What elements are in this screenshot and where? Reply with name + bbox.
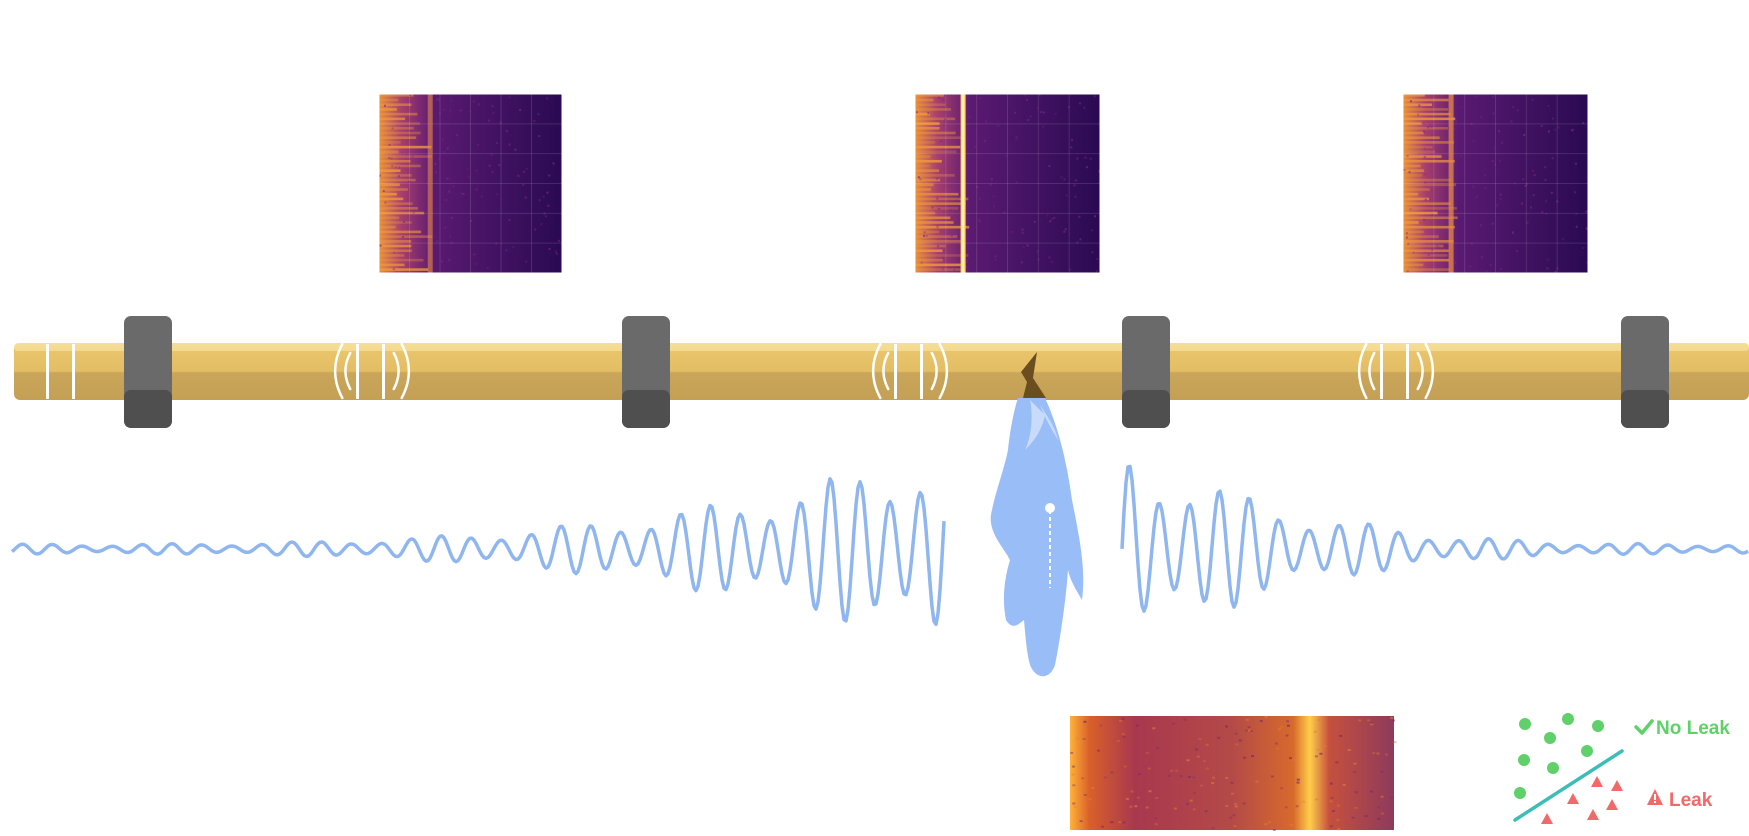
- crack-icon: [1021, 352, 1046, 398]
- leak-spectrogram: [1070, 716, 1397, 831]
- leak-jet: [990, 398, 1084, 677]
- acoustic-waveform-left: [10, 477, 946, 627]
- decision-boundary: [1513, 749, 1624, 822]
- acoustic-sensors: [333, 342, 1435, 400]
- spectrogram-sensor-2: [914, 93, 1101, 274]
- leak-label: Leak: [1669, 790, 1713, 811]
- acoustic-waveform-right: [1120, 464, 1749, 613]
- spectrogram-sensor-3: [1402, 93, 1589, 274]
- no-leak-points: [1514, 713, 1604, 799]
- warning-icon: [1647, 789, 1663, 805]
- pipe-clamps: [124, 316, 1669, 428]
- check-icon: [1634, 719, 1654, 735]
- no-leak-label: No Leak: [1656, 718, 1730, 739]
- pipe: [14, 343, 1749, 400]
- leak-points: [1541, 776, 1623, 824]
- classifier-legend: No Leak Leak: [1513, 713, 1730, 824]
- spectrogram-sensor-1: [378, 93, 563, 274]
